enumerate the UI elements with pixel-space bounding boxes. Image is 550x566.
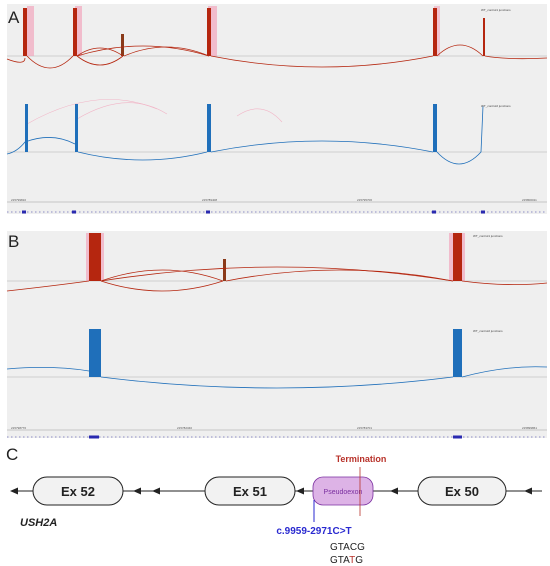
exon-52 <box>32 476 124 506</box>
strand-arrow-icon <box>390 487 398 495</box>
strand-arrow-icon <box>296 487 304 495</box>
ruler-tick-label: 215899861 <box>522 426 537 430</box>
gene-name: USH2A <box>20 517 57 529</box>
ruler-tick-label: 215795706 <box>357 198 372 202</box>
exon-50 <box>417 476 507 506</box>
ruler-tick-label: 215798776 <box>11 426 26 430</box>
junction-arc <box>225 269 454 282</box>
exon-coverage-bar <box>453 329 462 377</box>
exon-coverage-bar <box>483 18 485 56</box>
track-a-top-label: WT_control1 junctions <box>481 8 511 12</box>
pseudoexon-label: Pseudoexon <box>324 489 363 496</box>
strand-arrow-icon <box>524 487 532 495</box>
exon-50-label: Ex 50 <box>445 484 479 499</box>
junction-arc <box>6 280 90 292</box>
gene-exon <box>22 210 26 214</box>
panel-b: B WT_control1 junctions WT_control2 junc… <box>6 231 548 439</box>
ruler-tick-label: 215800011 <box>522 198 537 202</box>
ruler-tick-label: 215799810 <box>11 198 26 202</box>
track-a-bottom-label: WT_control2 junctions <box>481 104 511 108</box>
variant-label: c.9959-2971C>T <box>276 526 351 537</box>
junction-arc <box>210 55 434 68</box>
panel-a-letter: A <box>8 8 20 27</box>
exon-coverage-bar <box>73 8 77 56</box>
track-b-bottom-label: WT_control2 junctions <box>473 329 503 333</box>
junction-arc <box>100 266 454 282</box>
strand-arrow-icon <box>10 487 18 495</box>
panel-b-sashimi: WT_control1 junctions WT_control2 juncti… <box>6 233 548 439</box>
exon-coverage-bar <box>75 104 78 152</box>
junction-arc <box>76 55 124 66</box>
junction-arc <box>76 47 124 57</box>
exon-coverage-bar <box>23 8 27 56</box>
panel-b-letter: B <box>8 232 20 251</box>
sequence-wildtype: GTACG <box>330 542 365 553</box>
junction-arc <box>76 45 210 57</box>
junction-arc <box>100 269 224 282</box>
track-b-top-label: WT_control1 junctions <box>473 234 503 238</box>
panel-c-letter: C <box>6 445 18 464</box>
ruler-tick-label: 215789408 <box>202 198 217 202</box>
exon-51 <box>204 476 296 506</box>
exon-51-label: Ex 51 <box>233 484 267 499</box>
junction-arc <box>77 151 208 161</box>
exon-coverage-bar <box>89 329 101 377</box>
gene-exon <box>481 210 485 214</box>
ghost-arc <box>76 102 168 120</box>
panel-c: C Ex 52 Ex 51 Pseudoexon Ex 50 Terminati… <box>0 444 550 566</box>
strand-arrow-icon <box>133 487 141 495</box>
junction-arc <box>26 55 74 69</box>
exon-coverage-bar <box>433 104 437 152</box>
exon-ghost <box>27 6 34 56</box>
junction-arc <box>6 57 26 63</box>
junction-arc <box>6 367 90 372</box>
gene-exon <box>89 435 99 439</box>
panel-a: A WT_control1 junctions <box>6 4 548 214</box>
ghost-arc <box>236 108 283 123</box>
exon-52-label: Ex 52 <box>61 484 95 499</box>
gene-exon <box>72 210 76 214</box>
exon-ghost <box>208 6 217 56</box>
gene-model-diagram: C Ex 52 Ex 51 Pseudoexon Ex 50 Terminati… <box>6 445 542 566</box>
gene-exon <box>206 210 210 214</box>
pseudoexon-coverage-bar <box>121 34 124 56</box>
junction-arc <box>436 44 484 57</box>
panel-a-sashimi: WT_control1 junctions WT_control2 juncti… <box>6 6 548 214</box>
termination-label: Termination <box>336 454 387 464</box>
sequence-mutant: GTATG <box>330 555 363 566</box>
junction-arc <box>484 55 548 60</box>
exon-ghost <box>75 6 82 56</box>
exon-coverage-bar <box>207 104 211 152</box>
gene-exon <box>432 210 436 214</box>
exon-coverage-bar <box>453 233 462 281</box>
strand-arrow-icon <box>152 487 160 495</box>
exon-coverage-bar <box>25 104 28 152</box>
ruler-tick-label: 215782340 <box>177 426 192 430</box>
junction-arc <box>100 280 224 292</box>
gene-exon <box>453 435 462 439</box>
pseudoexon <box>312 476 374 506</box>
junction-arc <box>436 105 484 165</box>
exon-coverage-bar <box>89 233 101 281</box>
junction-arc <box>210 140 434 153</box>
junction-arc <box>100 376 454 389</box>
exon-coverage-bar <box>207 8 211 56</box>
exon-coverage-bar <box>433 8 437 56</box>
junction-arc <box>6 137 76 155</box>
ruler-tick-label: 215783701 <box>357 426 372 430</box>
junction-arc <box>123 46 210 57</box>
pseudoexon-coverage-bar <box>223 259 226 281</box>
junction-arc <box>461 366 548 378</box>
junction-arc <box>461 280 548 285</box>
